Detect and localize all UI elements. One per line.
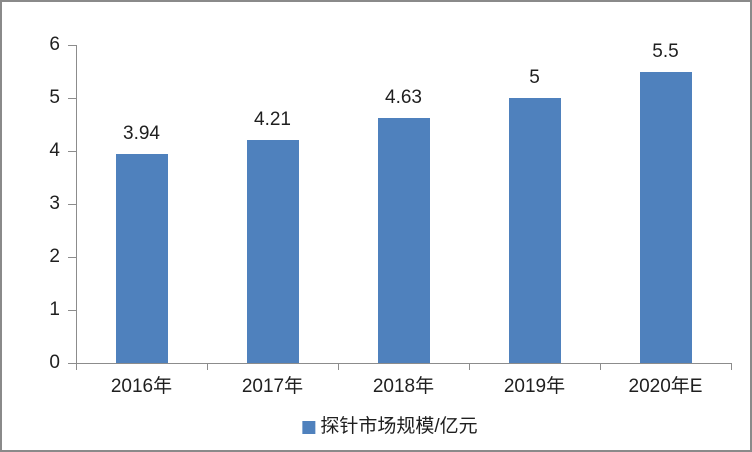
y-tick xyxy=(68,310,76,311)
legend-label: 探针市场规模/亿元 xyxy=(320,416,478,437)
x-tick xyxy=(469,363,470,370)
bar-value-label: 3.94 xyxy=(123,123,160,145)
x-tick xyxy=(600,363,601,370)
bar-value-label: 4.63 xyxy=(385,86,422,108)
bar-2018年 xyxy=(377,117,430,363)
x-axis-label: 2019年 xyxy=(503,376,566,397)
x-tick xyxy=(207,363,208,370)
legend-swatch-icon xyxy=(302,420,316,434)
y-tick xyxy=(68,363,76,364)
x-axis-label: 2020年E xyxy=(628,376,703,397)
y-axis-label: 0 xyxy=(49,352,60,373)
y-tick xyxy=(68,45,76,46)
y-tick xyxy=(68,204,76,205)
x-tick xyxy=(731,363,732,370)
bar-2017年 xyxy=(246,139,299,363)
legend: 探针市场规模/亿元 xyxy=(302,416,478,438)
x-tick xyxy=(338,363,339,370)
bar-value-label: 5 xyxy=(529,67,540,88)
y-axis-label: 3 xyxy=(49,193,60,214)
x-axis-label: 2018年 xyxy=(372,376,435,397)
x-axis-label: 2017年 xyxy=(241,376,304,397)
x-tick xyxy=(76,363,77,370)
x-axis-line xyxy=(76,363,731,364)
bar-value-label: 5.5 xyxy=(652,40,679,62)
bar-2020年E xyxy=(639,71,692,363)
y-tick xyxy=(68,98,76,99)
bar-value-label: 4.21 xyxy=(254,108,291,130)
y-tick xyxy=(68,257,76,258)
y-axis-label: 4 xyxy=(49,140,60,161)
y-axis-label: 6 xyxy=(49,34,60,55)
bar-2016年 xyxy=(115,154,168,363)
y-axis-label: 5 xyxy=(49,87,60,108)
y-axis-line xyxy=(76,45,77,364)
y-axis-label: 2 xyxy=(49,246,60,267)
bar-2019年 xyxy=(508,98,561,363)
x-axis-label: 2016年 xyxy=(110,376,173,397)
y-axis-label: 1 xyxy=(49,299,60,320)
y-tick xyxy=(68,151,76,152)
